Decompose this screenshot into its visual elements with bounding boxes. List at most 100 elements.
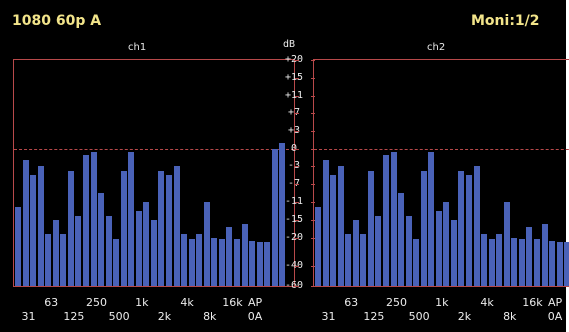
zero-db-reference-line <box>14 149 294 150</box>
spectrum-bar <box>382 154 389 286</box>
frequency-label: 4k <box>180 296 194 309</box>
spectrum-bar <box>450 220 457 286</box>
spectrum-bar <box>241 223 248 286</box>
spectrum-bar <box>367 170 374 286</box>
db-tick-mark <box>311 266 315 267</box>
spectrum-bar <box>158 170 165 286</box>
db-tick-mark <box>311 131 315 132</box>
spectrum-bar <box>315 206 321 286</box>
spectrum-bar <box>173 166 180 286</box>
spectrum-bar <box>330 175 337 286</box>
spectrum-bar <box>249 240 256 286</box>
spectrum-bar <box>113 239 120 286</box>
db-tick-mark <box>311 60 315 61</box>
spectrum-bar <box>30 175 37 286</box>
db-tick-mark <box>295 286 299 287</box>
db-tick-mark <box>295 60 299 61</box>
spectrum-plot-ch2 <box>313 59 569 287</box>
spectrum-bar <box>203 202 210 286</box>
db-tick-mark <box>295 78 299 79</box>
frequency-label: 4k <box>480 296 494 309</box>
frequency-label: AP <box>547 296 563 309</box>
db-tick-mark <box>311 78 315 79</box>
db-tick-mark <box>295 96 299 97</box>
db-tick-mark <box>311 184 315 185</box>
spectrum-bar <box>67 170 74 286</box>
zero-db-reference-line <box>314 149 569 150</box>
frequency-label: 16k <box>222 296 243 309</box>
db-tick-mark <box>295 220 299 221</box>
frequency-label: 0A <box>247 310 263 323</box>
spectrum-bar <box>564 242 569 286</box>
spectrum-bar <box>375 215 382 286</box>
spectrum-bar <box>526 227 533 286</box>
db-tick-mark <box>311 149 315 150</box>
db-tick-label: +20 <box>284 54 304 65</box>
db-tick-label: -60 <box>284 280 304 291</box>
db-tick-mark <box>311 166 315 167</box>
db-unit-label: dB <box>282 39 296 50</box>
spectrum-bar <box>337 166 344 286</box>
db-tick-mark <box>295 238 299 239</box>
db-tick-mark <box>295 202 299 203</box>
spectrum-bar <box>405 215 412 286</box>
spectrum-bar <box>271 149 278 286</box>
spectrum-bar <box>135 211 142 286</box>
spectrum-bar <box>322 160 329 286</box>
spectrum-bar <box>196 234 203 286</box>
spectrum-bar <box>188 239 195 286</box>
monitor-channel-label: Moni:1/2 <box>471 13 540 29</box>
spectrum-bar <box>226 227 233 286</box>
spectrum-bar <box>233 239 240 286</box>
spectrum-bar <box>413 239 420 286</box>
frequency-label: 8k <box>203 310 217 323</box>
db-tick-label: +3 <box>287 125 301 136</box>
frequency-label: 31 <box>321 310 336 323</box>
db-tick-mark <box>295 149 299 150</box>
spectrum-bar <box>22 160 29 286</box>
spectrum-bar <box>82 154 89 286</box>
frequency-label: 125 <box>63 310 85 323</box>
db-tick-label: -40 <box>284 260 304 271</box>
spectrum-bar <box>533 239 540 286</box>
spectrum-bar <box>15 206 21 286</box>
frequency-label: 8k <box>503 310 517 323</box>
frequency-label: 1k <box>135 296 149 309</box>
spectrum-bar <box>360 234 367 286</box>
spectrum-bar <box>352 220 359 286</box>
spectrum-bar <box>549 240 556 286</box>
spectrum-bar <box>143 202 150 286</box>
db-tick-mark <box>311 96 315 97</box>
frequency-label: 500 <box>408 310 430 323</box>
frequency-label: 63 <box>344 296 359 309</box>
spectrum-bar <box>279 143 286 286</box>
spectrum-bar <box>443 202 450 286</box>
frequency-label: 1k <box>435 296 449 309</box>
frequency-label: 16k <box>522 296 543 309</box>
spectrum-bar <box>435 211 442 286</box>
spectrum-bar <box>37 166 44 286</box>
spectrum-bar <box>211 238 218 286</box>
spectrum-bar <box>488 239 495 286</box>
spectrum-bar <box>120 170 127 286</box>
db-tick-label: +7 <box>287 107 301 118</box>
spectrum-bar <box>458 170 465 286</box>
spectrum-bar <box>218 239 225 286</box>
frequency-label: 250 <box>386 296 407 309</box>
spectrum-bar <box>166 175 172 286</box>
db-tick-label: +15 <box>284 72 304 83</box>
db-tick-mark <box>295 266 299 267</box>
spectrum-bar <box>60 234 67 286</box>
spectrum-bar <box>264 242 271 286</box>
frequency-label: 2k <box>457 310 472 323</box>
db-tick-mark <box>311 220 315 221</box>
db-tick-label: -20 <box>284 232 304 243</box>
spectrum-bar <box>420 170 427 286</box>
db-tick-mark <box>295 166 299 167</box>
spectrum-bar <box>496 234 503 286</box>
db-tick-label: -7 <box>287 178 301 189</box>
db-tick-mark <box>311 202 315 203</box>
frequency-label: 500 <box>108 310 130 323</box>
spectrum-bar <box>428 151 435 286</box>
